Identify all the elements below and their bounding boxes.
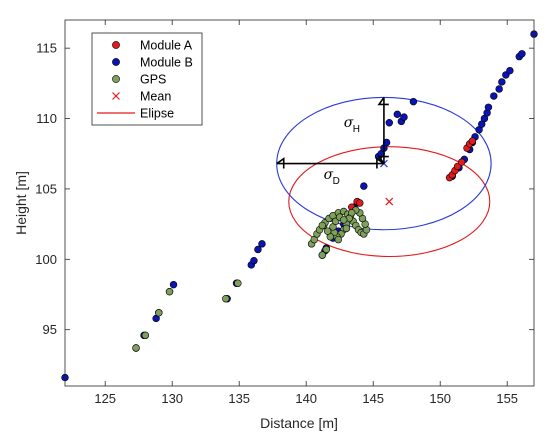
arrow-head <box>377 96 389 106</box>
legend-marker-mean <box>112 92 120 100</box>
point-module-b <box>484 103 493 111</box>
legend-label-mean: Mean <box>140 90 171 104</box>
arrow-head <box>376 157 385 169</box>
point-module-b <box>518 50 526 58</box>
x-tick-label: 150 <box>429 391 451 406</box>
sigma-subscript: D <box>333 176 340 187</box>
point-gps <box>322 245 330 254</box>
x-tick-label: 140 <box>295 391 317 406</box>
x-tick-label: 155 <box>496 391 518 406</box>
point-gps <box>222 295 230 303</box>
sigma-symbol: σ <box>324 167 334 183</box>
annotation-layer: σ Hσ D <box>276 96 389 187</box>
y-tick-label: 115 <box>36 41 57 56</box>
point-gps <box>340 216 348 224</box>
ellipse-1 <box>288 146 491 258</box>
point-module-b <box>400 113 408 121</box>
point-module-b <box>250 257 258 265</box>
point-gps <box>132 344 140 352</box>
point-module-a <box>468 137 477 145</box>
legend-label-module-a: Module A <box>140 39 193 53</box>
legend-entry-module-a: Module A <box>112 39 193 53</box>
point-module-b <box>360 182 368 190</box>
series-module-a <box>348 137 477 211</box>
y-tick-label: 105 <box>35 181 57 196</box>
point-module-b <box>506 66 514 75</box>
legend-entry-gps: GPS <box>112 73 166 87</box>
point-gps <box>323 227 332 235</box>
y-tick-label: 100 <box>35 252 57 267</box>
point-gps <box>141 331 150 340</box>
point-module-b <box>409 97 418 106</box>
point-module-b <box>490 92 498 100</box>
point-gps <box>318 221 326 230</box>
legend: Module A Module B GPS Mean Elipse <box>91 32 203 126</box>
y-ticks: 95 100 105 110 115 <box>35 41 534 337</box>
point-gps <box>342 224 351 233</box>
legend-entry-elipse: Elipse <box>97 107 174 121</box>
point-module-b <box>254 245 262 254</box>
point-module-b <box>169 280 178 289</box>
point-module-a <box>457 158 466 166</box>
x-tick-label: 130 <box>161 391 183 406</box>
x-tick-label: 145 <box>362 391 384 406</box>
x-axis-label: Distance [m] <box>260 415 338 431</box>
y-axis-label: Height [m] <box>13 171 29 235</box>
point-gps <box>318 251 326 259</box>
points-layer <box>61 30 538 382</box>
legend-entry-module-b: Module B <box>112 56 193 70</box>
axes-box <box>64 19 535 387</box>
legend-marker-module-a <box>112 41 120 49</box>
point-module-a <box>356 199 364 207</box>
arrow-head <box>377 155 389 165</box>
point-gps <box>234 279 242 287</box>
point-module-b <box>498 78 506 86</box>
point-module-b <box>258 240 266 248</box>
point-module-b <box>495 85 503 93</box>
point-module-b <box>385 119 393 127</box>
legend-label-gps: GPS <box>140 73 166 87</box>
y-tick-label: 110 <box>36 111 57 126</box>
legend-label-elipse: Elipse <box>140 107 174 121</box>
legend-marker-gps <box>112 75 120 83</box>
series-gps <box>132 206 371 352</box>
point-gps <box>334 235 343 244</box>
x-tick-label: 125 <box>94 391 116 406</box>
legend-box <box>91 32 203 126</box>
arrow-head <box>276 157 285 169</box>
legend-label-module-b: Module B <box>140 56 193 70</box>
x-tick-label: 135 <box>228 391 250 406</box>
x-ticks: 125 130 135 140 145 150 155 <box>94 20 518 406</box>
point-gps <box>165 287 174 296</box>
legend-entry-mean: Mean <box>112 90 171 104</box>
point-module-b <box>393 110 402 119</box>
point-gps <box>155 309 163 317</box>
sigma-subscript: H <box>353 124 360 135</box>
legend-marker-module-b <box>112 58 120 66</box>
sigma-symbol: σ <box>344 115 354 131</box>
mean-marker <box>385 197 394 206</box>
y-tick-label: 95 <box>43 322 57 337</box>
